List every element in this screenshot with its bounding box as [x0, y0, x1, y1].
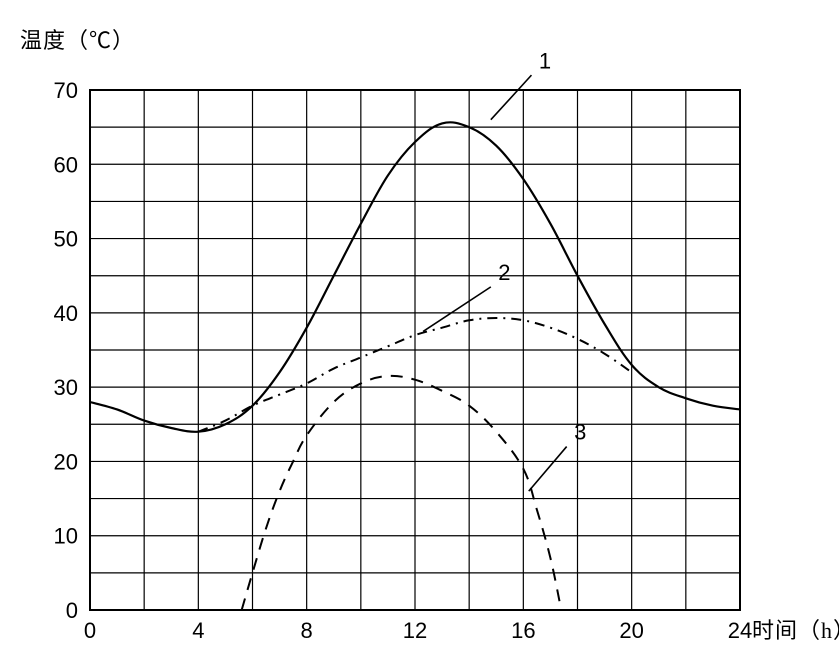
x-axis-title: 时间（h） — [752, 618, 839, 643]
series-label: 2 — [498, 260, 510, 285]
y-tick-label: 70 — [54, 78, 78, 103]
x-tick-label: 24 — [728, 618, 752, 643]
series-label: 3 — [574, 420, 586, 445]
chart-background — [0, 0, 839, 663]
series-label: 1 — [539, 48, 551, 73]
y-tick-label: 40 — [54, 301, 78, 326]
x-tick-label: 8 — [301, 618, 313, 643]
x-tick-label: 4 — [192, 618, 204, 643]
x-tick-label: 16 — [511, 618, 535, 643]
y-tick-label: 0 — [66, 598, 78, 623]
y-tick-label: 50 — [54, 227, 78, 252]
temperature-time-chart: 04812162024010203040506070温度（℃）时间（h）123 — [0, 0, 839, 663]
y-tick-label: 20 — [54, 449, 78, 474]
x-tick-label: 20 — [619, 618, 643, 643]
y-tick-label: 60 — [54, 152, 78, 177]
y-tick-label: 30 — [54, 375, 78, 400]
y-tick-label: 10 — [54, 524, 78, 549]
x-tick-label: 12 — [403, 618, 427, 643]
y-axis-title: 温度（℃） — [20, 28, 135, 53]
x-tick-label: 0 — [84, 618, 96, 643]
